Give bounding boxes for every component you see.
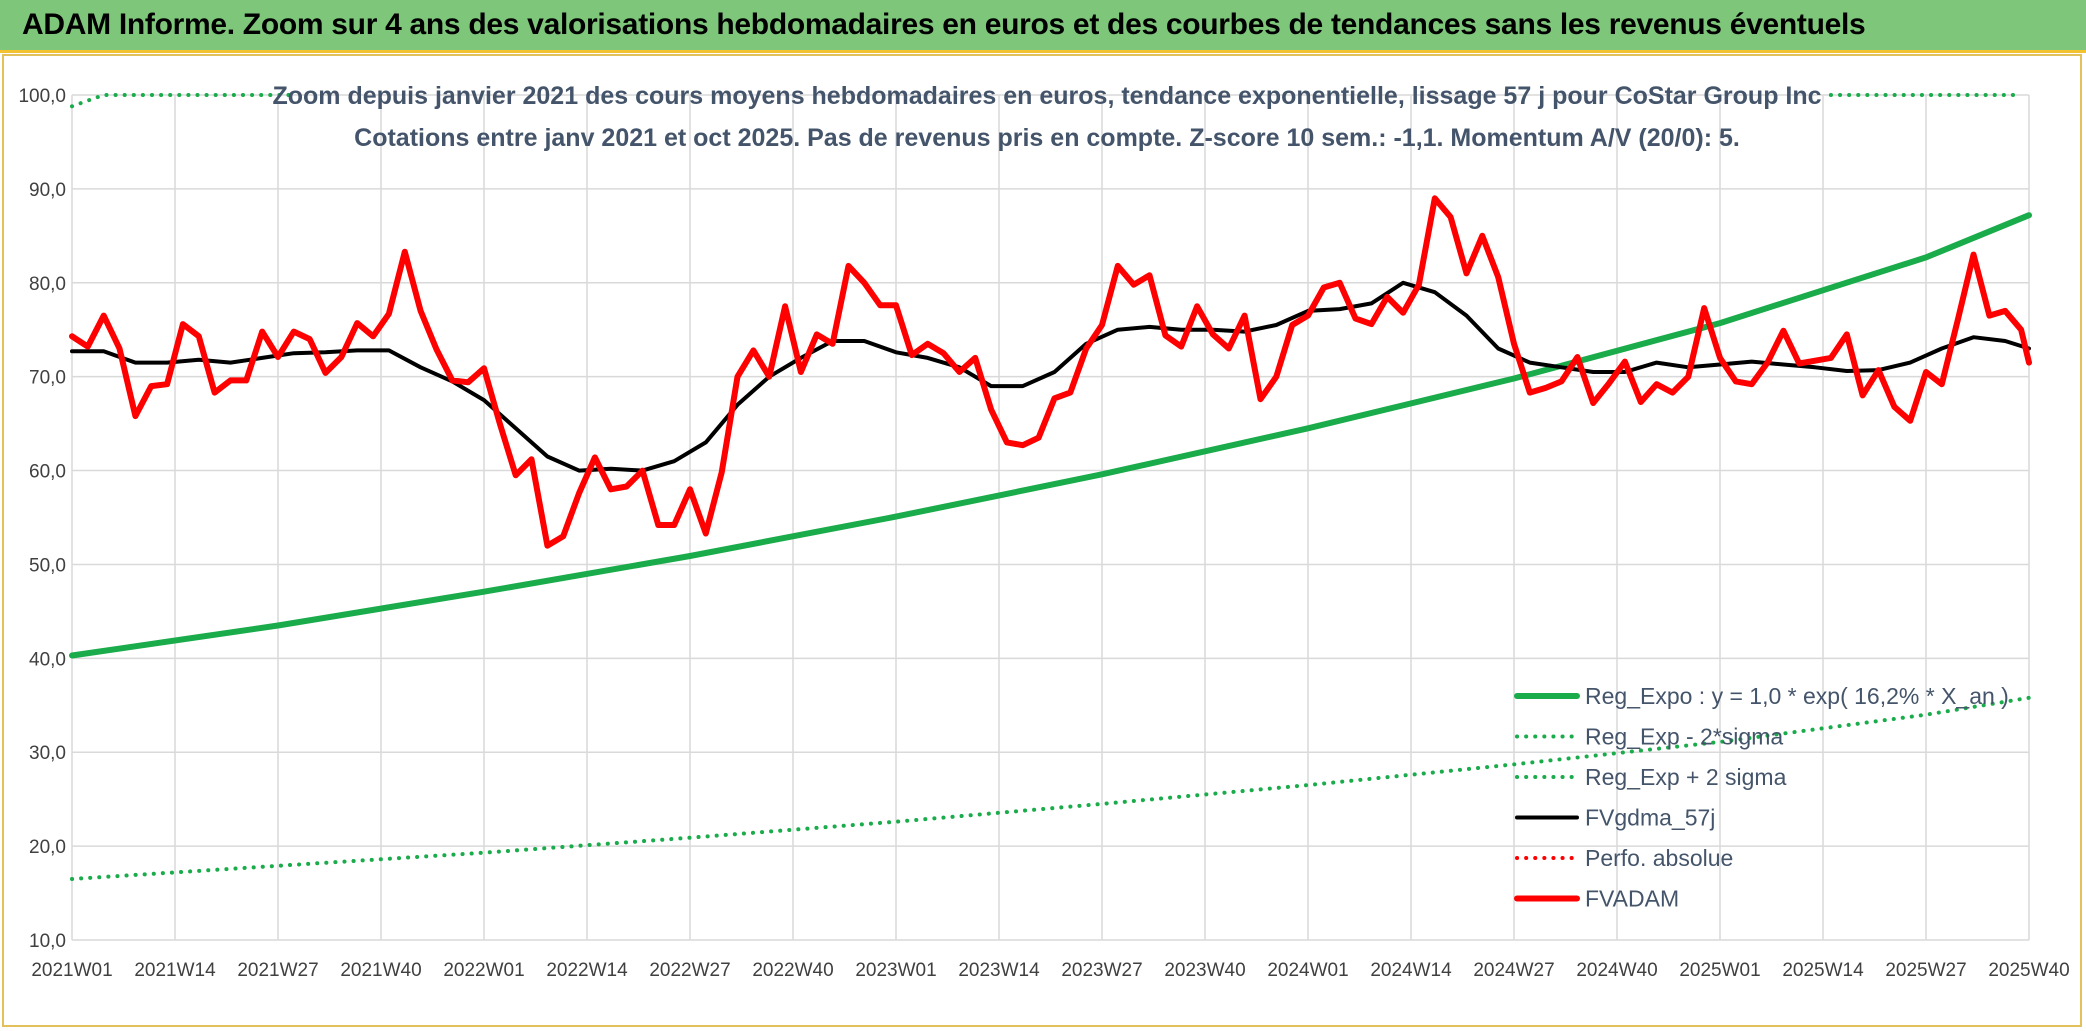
x-tick-label: 2024W14 (1370, 960, 1452, 981)
x-tick-label: 2025W01 (1679, 960, 1760, 981)
x-tick-label: 2022W27 (649, 960, 730, 981)
y-tick-label: 40,0 (29, 649, 66, 670)
x-tick-label: 2024W27 (1473, 960, 1554, 981)
y-tick-label: 90,0 (29, 180, 66, 201)
y-tick-label: 70,0 (29, 368, 66, 389)
y-tick-label: 30,0 (29, 743, 66, 764)
x-tick-label: 2021W14 (134, 960, 216, 981)
line-chart: 100,0 90,0 80,0 70,0 60,0 50,0 40,0 30,0 20,0 10,… (18, 82, 2069, 981)
x-tick-label: 2022W40 (752, 960, 833, 981)
chart-frame: 100,0 90,0 80,0 70,0 60,0 50,0 40,0 30,0 20,0 10,… (2, 54, 2082, 1027)
header-bar: ADAM Informe. Zoom sur 4 ans des valoris… (0, 0, 2086, 53)
page-title: ADAM Informe. Zoom sur 4 ans des valoris… (22, 8, 1866, 41)
legend: Reg_Expo : y = 1,0 * exp( 16,2% * X_an )… (1514, 683, 2009, 912)
y-tick-label: 60,0 (29, 462, 66, 483)
x-tick-label: 2023W40 (1164, 960, 1245, 981)
x-tick-label: 2024W40 (1576, 960, 1657, 981)
grid (71, 94, 2030, 941)
x-tick-label: 2024W01 (1267, 960, 1348, 981)
chart-subtitle: Cotations entre janv 2021 et oct 2025. P… (354, 124, 1740, 152)
x-axis-ticks: 2021W01 2021W14 2021W27 2021W40 2022W01 2022W… (31, 960, 2069, 981)
x-tick-label: 2021W40 (340, 960, 421, 981)
x-tick-label: 2025W27 (1885, 960, 1966, 981)
x-tick-label: 2023W27 (1061, 960, 1142, 981)
x-tick-label: 2025W14 (1782, 960, 1864, 981)
y-tick-label: 50,0 (29, 555, 66, 576)
y-tick-label: 100,0 (18, 86, 66, 107)
x-tick-label: 2023W01 (855, 960, 936, 981)
legend-label: Reg_Expo : y = 1,0 * exp( 16,2% * X_an ) (1585, 683, 2009, 709)
x-tick-label: 2022W14 (546, 960, 628, 981)
x-tick-label: 2021W27 (237, 960, 318, 981)
x-tick-label: 2023W14 (958, 960, 1040, 981)
x-tick-label: 2022W01 (443, 960, 524, 981)
legend-label: Reg_Exp + 2 sigma (1585, 764, 1787, 790)
x-tick-label: 2025W40 (1988, 960, 2069, 981)
series-lines (69, 93, 2032, 881)
series-fvadam-line (69, 195, 2032, 549)
series-reg-expo-y-1-0-exp-16-2-x-an-line (69, 212, 2032, 659)
chart-title: Zoom depuis janvier 2021 des cours moyen… (272, 82, 1821, 110)
x-tick-label: 2021W01 (31, 960, 112, 981)
legend-label: FVgdma_57j (1585, 805, 1715, 831)
series-reg-exp-2-sigma-line (70, 93, 296, 109)
legend-label: Reg_Exp - 2*sigma (1585, 724, 1783, 750)
y-tick-label: 80,0 (29, 274, 66, 295)
y-tick-label: 10,0 (29, 931, 66, 952)
y-tick-label: 20,0 (29, 837, 66, 858)
y-axis-ticks: 100,0 90,0 80,0 70,0 60,0 50,0 40,0 30,0 20,0 10,… (18, 86, 66, 952)
series-fvgdma-57j-line (70, 280, 2031, 473)
legend-label: Perfo. absolue (1585, 845, 1733, 871)
series-reg-exp-2-sigma-line (70, 695, 2031, 881)
legend-label: FVADAM (1585, 886, 1679, 912)
